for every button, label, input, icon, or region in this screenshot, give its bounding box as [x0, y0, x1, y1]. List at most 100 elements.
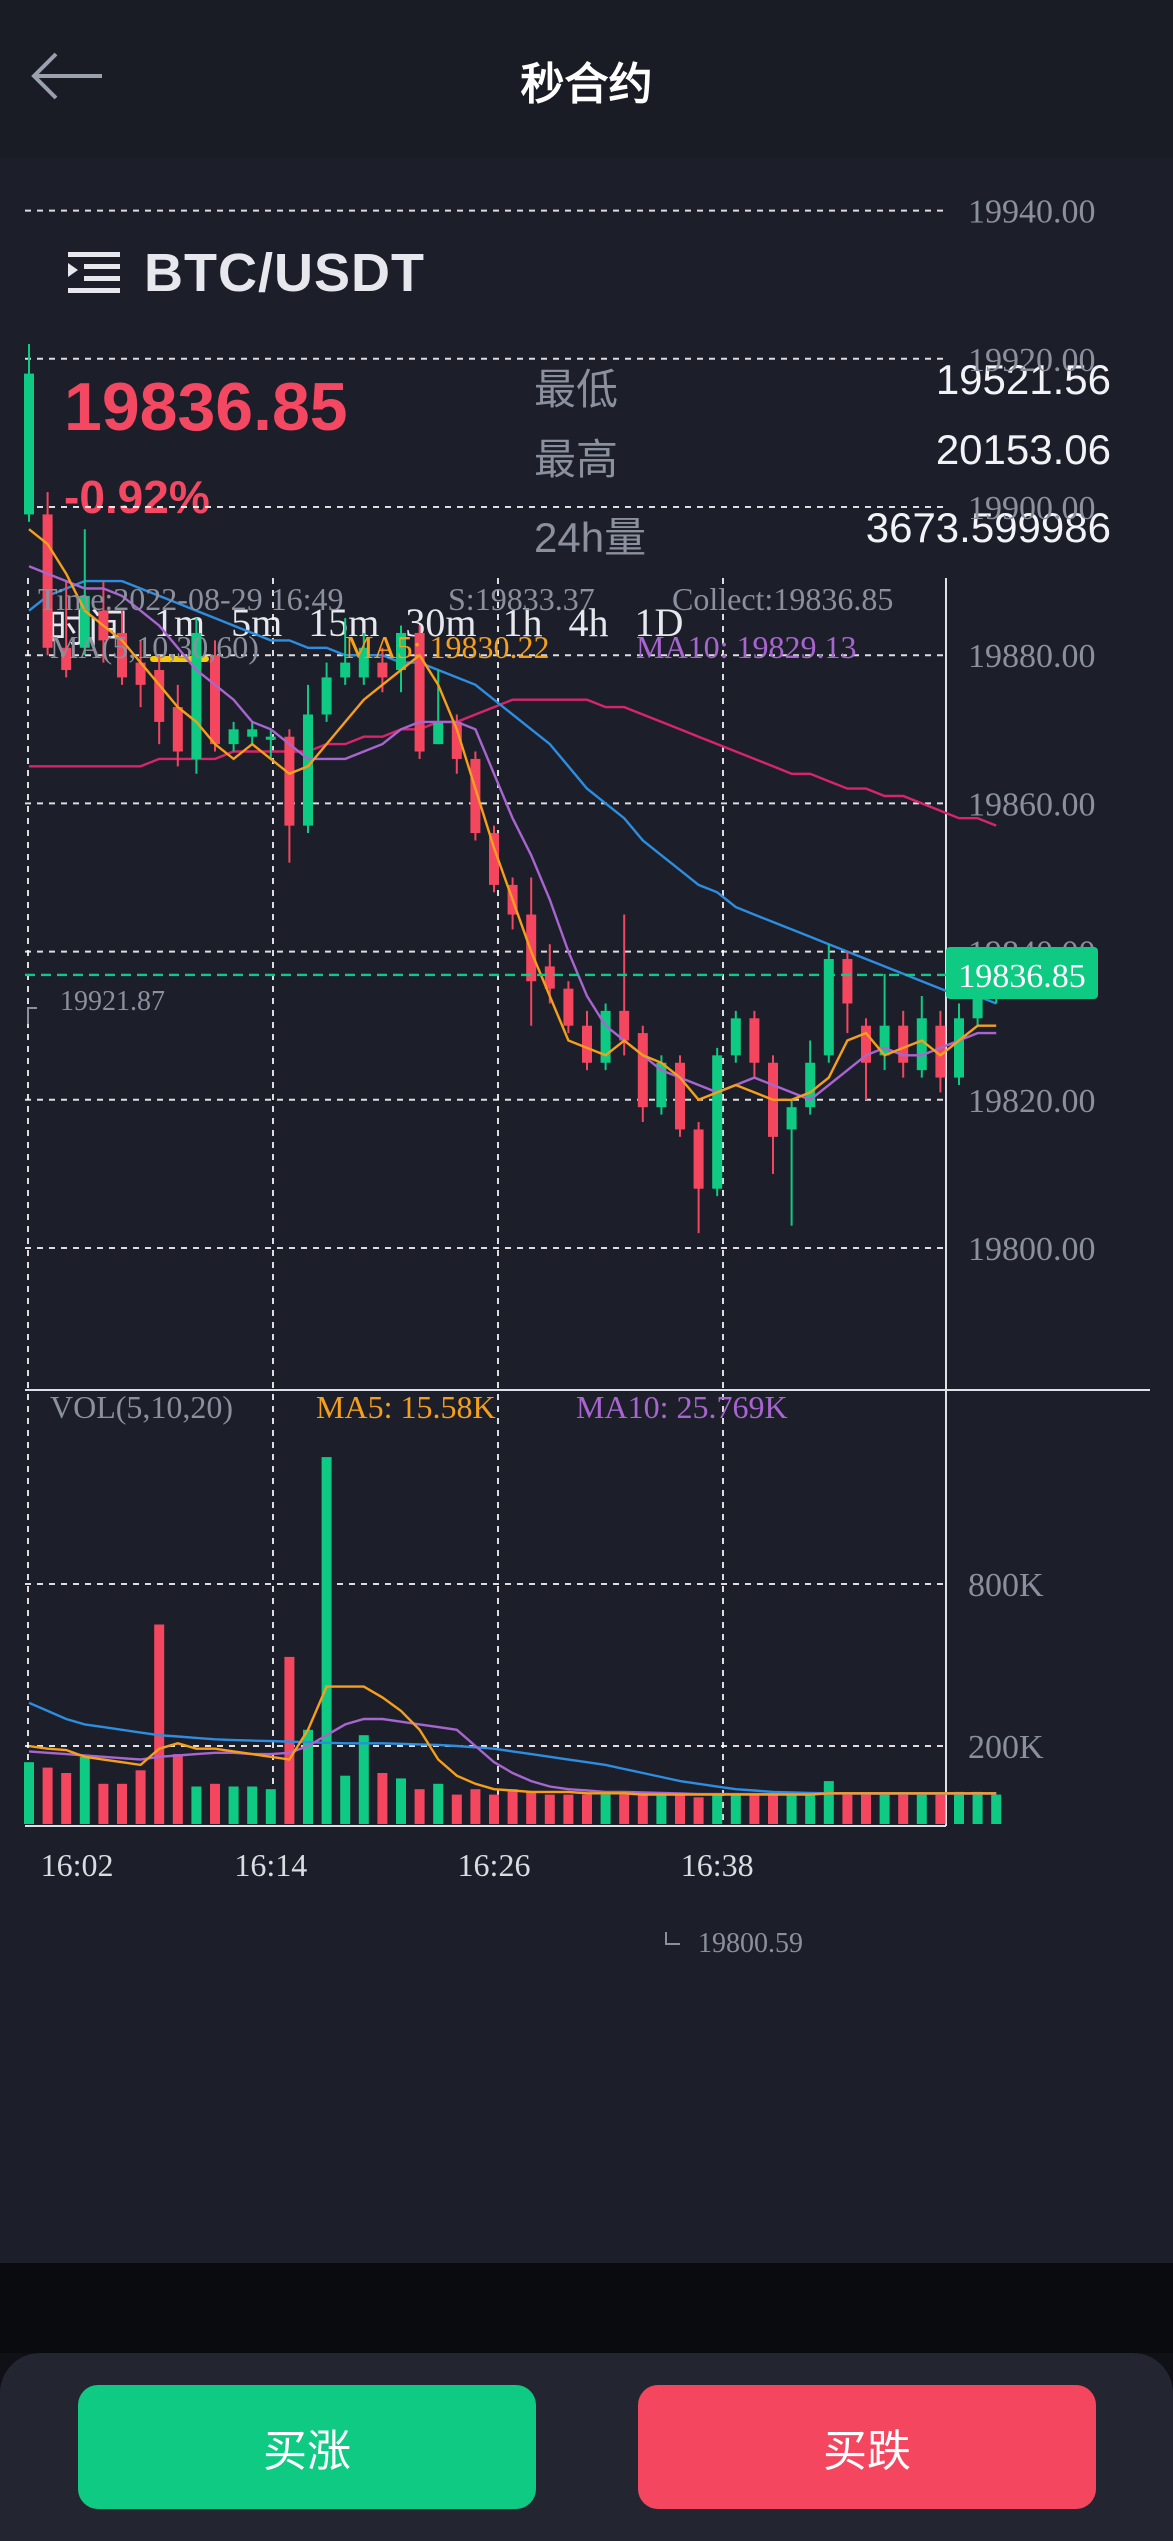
volume-bar — [675, 1794, 685, 1824]
price-axis-label: 19900.00 — [968, 490, 1096, 527]
candle-body — [265, 736, 276, 740]
volume-bar — [749, 1794, 760, 1824]
candle-body — [749, 1018, 760, 1063]
volume-axis-label: 200K — [968, 1729, 1044, 1766]
info-s: S:19833.37 — [448, 581, 595, 617]
candle-body — [489, 833, 499, 885]
candle-body — [191, 632, 202, 759]
candle-body — [823, 959, 834, 1056]
low-label: 最低 — [534, 366, 619, 413]
candle-body — [321, 677, 332, 715]
candle-body — [637, 1033, 648, 1108]
min-price-label: 19800.59 — [698, 1928, 803, 1959]
kline-chart[interactable]: 19940.00 19920.00 19900.00 19880.00 19860.00… — [0, 194, 1173, 2358]
volume-bar — [768, 1794, 778, 1824]
info-collect: Collect:19836.85 — [672, 581, 893, 617]
candle-body — [210, 655, 220, 745]
time-axis-label: 16:38 — [681, 1847, 754, 1883]
volume-bar — [954, 1791, 964, 1824]
candle-body — [898, 1025, 909, 1063]
buy-up-button[interactable]: 买涨 — [78, 2385, 536, 2509]
candle-body — [284, 736, 295, 826]
volume-bar — [730, 1794, 741, 1824]
max-marker-icon — [27, 1007, 37, 1024]
volume-bar — [805, 1794, 816, 1824]
price-axis-label: 19940.00 — [968, 194, 1096, 231]
candle-body — [154, 670, 165, 722]
volume-bar — [24, 1762, 34, 1824]
candle-body — [935, 1025, 946, 1078]
ma5-line — [28, 528, 997, 1102]
buy-down-button[interactable]: 买跌 — [638, 2385, 1096, 2509]
page-title: 秒合约 — [520, 60, 653, 109]
volume-bar — [135, 1770, 146, 1824]
candle-body — [117, 632, 127, 678]
volume-bar — [377, 1773, 388, 1824]
candle-body — [433, 721, 444, 745]
vol-ma5-legend: MA5: 15.58K — [316, 1389, 496, 1425]
back-button[interactable] — [26, 40, 116, 112]
tab-1d[interactable]: 1D — [634, 599, 684, 645]
volume-bar — [563, 1794, 574, 1824]
candle-body — [135, 662, 146, 685]
candle-body — [786, 1107, 797, 1130]
candle-body — [79, 595, 90, 648]
volume-bar — [191, 1786, 202, 1824]
time-axis-label: 16:14 — [234, 1847, 307, 1883]
pair-name: BTC/USDT — [144, 243, 425, 303]
volume-bar — [303, 1729, 313, 1824]
top-bar: 秒合约 — [0, 0, 1173, 158]
volume-bar — [340, 1775, 351, 1824]
volume-bar — [898, 1794, 909, 1824]
volume-bar — [433, 1783, 444, 1824]
tab-15m[interactable]: 15m — [308, 599, 380, 645]
time-axis-label: 16:02 — [41, 1847, 114, 1883]
volume-bar — [582, 1794, 592, 1824]
candle-body — [228, 729, 239, 745]
volume-bar — [991, 1794, 1002, 1824]
candle-body — [842, 959, 853, 1004]
high-value: 20153.06 — [935, 426, 1111, 473]
volume-axis-label: 800K — [968, 1567, 1044, 1604]
candle-body — [451, 721, 462, 759]
tab-1h[interactable]: 1h — [502, 599, 543, 645]
volume-bar — [172, 1754, 183, 1824]
candle-body — [972, 981, 983, 1019]
price-axis-label: 19920.00 — [968, 342, 1096, 379]
candle-body — [544, 966, 555, 989]
ma30-line — [28, 579, 997, 1005]
volume-value: 3673.599986 — [865, 504, 1111, 551]
candle-body — [526, 914, 537, 982]
ma5-legend: MA5: 19830.22 — [345, 629, 549, 665]
ma-legend-label: MA(5,10,30,60) — [50, 629, 259, 665]
ma60-line — [29, 698, 997, 827]
candle-body — [582, 1025, 592, 1063]
vol-ma5-line — [28, 1685, 997, 1796]
last-price-tag-label: 19836.85 — [958, 958, 1086, 995]
ma10-legend: MA10: 19829.13 — [636, 629, 856, 665]
price-axis-label: 19880.00 — [968, 638, 1096, 675]
volume-bar — [600, 1794, 611, 1824]
volume-bar — [544, 1794, 555, 1824]
volume-bar — [470, 1789, 481, 1824]
last-price-tag — [946, 946, 1098, 999]
menu-list-icon — [68, 252, 120, 293]
candle-body — [879, 1025, 890, 1056]
pair-selector[interactable]: BTC/USDT — [68, 238, 425, 308]
main-content: BTC/USDT 19836.85 -0.92% 最低 19521.56 最高 … — [0, 158, 1173, 2263]
volume-bar — [712, 1794, 723, 1824]
volume-bar — [637, 1794, 648, 1824]
volume-bar — [321, 1457, 332, 1824]
candle-body — [619, 1010, 630, 1041]
volume-bar — [489, 1794, 499, 1824]
candle-body — [693, 1129, 704, 1189]
tab-4h[interactable]: 4h — [568, 599, 609, 645]
volume-bar — [972, 1791, 983, 1824]
ma10-line — [28, 565, 997, 1102]
volume-bar — [117, 1783, 127, 1824]
candle-body — [805, 1062, 816, 1108]
price-change: -0.92% — [64, 471, 210, 523]
candle-body — [656, 1062, 667, 1108]
time-axis-label: 16:26 — [458, 1847, 531, 1883]
candle-body — [377, 662, 388, 678]
